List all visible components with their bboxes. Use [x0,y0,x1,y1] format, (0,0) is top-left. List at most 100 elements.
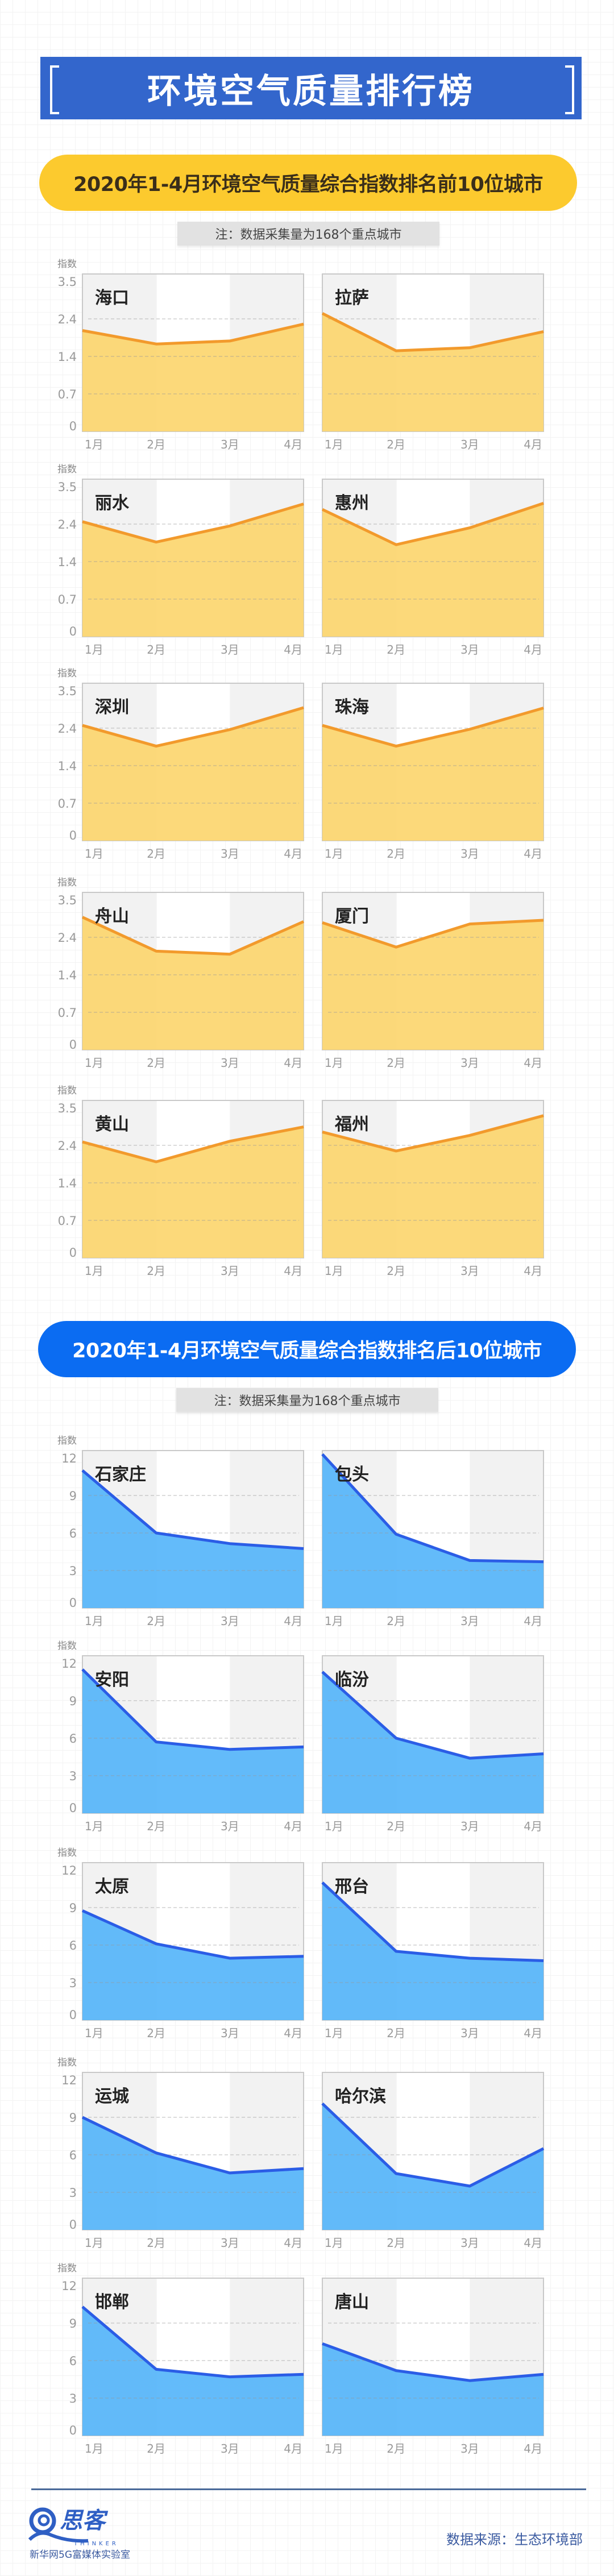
x-tick-label: 3月 [221,847,239,861]
y-tick-label: 9 [69,1694,77,1708]
page-title: 环境空气质量排行榜 [147,71,475,111]
x-tick-label: 1月 [325,1264,343,1278]
x-tick-label: 2月 [387,2236,405,2250]
y-tick-label: 0.7 [58,1006,77,1020]
x-tick-label: 3月 [460,643,479,657]
city-name: 唐山 [335,2292,369,2312]
city-name: 邢台 [335,1877,369,1897]
city-name: 福州 [334,1115,369,1135]
chart-panel: 指数 0 3 6 9 12 邯郸 1月 2月 3月 4月 [57,2263,304,2455]
section-note-bottom10: 注：数据采集量为168个重点城市 [176,1388,438,1412]
series-line [81,2305,304,2379]
x-tick-label: 2月 [387,1614,405,1628]
series-line [322,919,544,949]
x-tick-label: 1月 [85,1614,103,1628]
y-tick-label: 1.4 [58,969,77,982]
series-line [321,2102,545,2188]
x-tick-label: 4月 [284,2236,302,2250]
y-tick-label: 0 [69,1038,77,1052]
x-tick-label: 2月 [387,438,405,451]
chart-row: 指数 0 0.7 1.4 2.4 3.5 深圳 1月 2月 3月 4月 珠海 1月 2月 3月 4月 [57,668,544,861]
x-tick-label: 2月 [147,2236,165,2250]
x-tick-label: 3月 [221,1819,239,1833]
y-tick-label: 12 [61,2279,77,2293]
y-tick-label: 3 [69,2186,77,2200]
y-axis-label: 指数 [57,2057,77,2068]
city-name: 邯郸 [95,2292,129,2312]
area-fill [322,1115,544,1258]
y-tick-label: 6 [69,2149,77,2162]
series-line [322,2342,544,2382]
chart-panel: 指数 0 0.7 1.4 2.4 3.5 黄山 1月 2月 3月 4月 [57,1085,304,1278]
x-tick-label: 4月 [524,2026,542,2040]
x-tick-label: 2月 [147,438,165,451]
area-fill [322,2344,544,2436]
city-name: 安阳 [95,1670,129,1690]
x-tick-label: 1月 [325,847,343,861]
y-tick-label: 3.5 [58,480,77,494]
series-line [321,1671,544,1760]
chart-panel: 唐山 1月 2月 3月 4月 [322,2278,544,2455]
x-tick-label: 2月 [147,1819,165,1833]
x-tick-label: 1月 [85,643,103,657]
city-name: 深圳 [95,697,129,717]
x-tick-label: 3月 [221,2442,239,2455]
city-name: 石家庄 [94,1465,146,1485]
section-title-bottom10: 2020年1-4月环境空气质量综合指数排名后10位城市 [38,1321,576,1377]
x-tick-label: 3月 [221,2026,239,2040]
data-source: 数据来源：生态环境部 [446,2532,583,2548]
x-tick-label: 3月 [460,1264,479,1278]
y-tick-label: 1.4 [58,350,77,364]
chart-panel: 指数 0 0.7 1.4 2.4 3.5 舟山 1月 2月 3月 4月 [57,877,305,1070]
y-tick-label: 12 [61,2074,77,2087]
x-tick-label: 1月 [325,1819,343,1833]
y-tick-label: 9 [69,1901,77,1915]
chart-panel: 指数 0 0.7 1.4 2.4 3.5 深圳 1月 2月 3月 4月 [57,668,304,861]
x-tick-label: 1月 [85,1819,103,1833]
y-tick-label: 3.5 [58,894,77,907]
chart-panel: 厦门 1月 2月 3月 4月 [322,892,544,1070]
y-tick-label: 9 [69,1489,77,1503]
x-tick-label: 1月 [325,2236,343,2250]
x-tick-label: 4月 [524,2442,542,2455]
x-tick-label: 2月 [147,2442,165,2455]
x-tick-label: 2月 [387,1056,405,1070]
x-tick-label: 1月 [325,643,343,657]
series-line [322,707,544,748]
y-tick-label: 0.7 [58,593,77,606]
city-name: 丽水 [95,493,130,513]
y-tick-label: 0 [69,1801,77,1815]
y-tick-label: 12 [61,1864,77,1877]
chart-panel: 指数 0 3 6 9 12 运城 1月 2月 3月 4月 [57,2057,304,2250]
chart-panel: 珠海 1月 2月 3月 4月 [322,683,544,861]
series-line [321,1881,544,1962]
x-tick-label: 3月 [221,1264,239,1278]
y-tick-label: 0 [69,1596,77,1610]
x-tick-label: 1月 [325,438,343,451]
x-tick-label: 3月 [460,438,479,451]
chart-panel: 拉萨 1月 2月 3月 4月 [321,273,544,451]
series-line [82,706,304,748]
x-tick-label: 3月 [221,643,239,657]
y-tick-label: 3 [69,1976,77,1990]
series-line [82,502,304,544]
area-fill [82,324,304,431]
y-tick-label: 3 [69,1769,77,1783]
x-tick-label: 4月 [524,847,542,861]
y-tick-label: 1.4 [58,1177,77,1190]
city-name: 拉萨 [335,288,369,308]
x-tick-label: 4月 [284,2026,302,2040]
x-tick-label: 2月 [387,1264,405,1278]
chart-panel: 福州 1月 2月 3月 4月 [322,1100,544,1278]
chart-panel: 邢台 1月 2月 3月 4月 [321,1862,544,2040]
chart-panel: 指数 0 0.7 1.4 2.4 3.5 海口 1月 2月 3月 4月 [57,259,304,451]
y-tick-label: 3.5 [58,684,77,698]
x-tick-label: 4月 [284,1264,302,1278]
y-axis-label: 指数 [57,2263,77,2274]
x-tick-label: 3月 [221,2236,239,2250]
y-tick-label: 9 [69,2111,77,2125]
y-tick-label: 2.4 [58,313,77,326]
y-tick-label: 0 [69,829,77,842]
y-tick-label: 6 [69,1732,77,1746]
x-tick-label: 2月 [387,1819,405,1833]
